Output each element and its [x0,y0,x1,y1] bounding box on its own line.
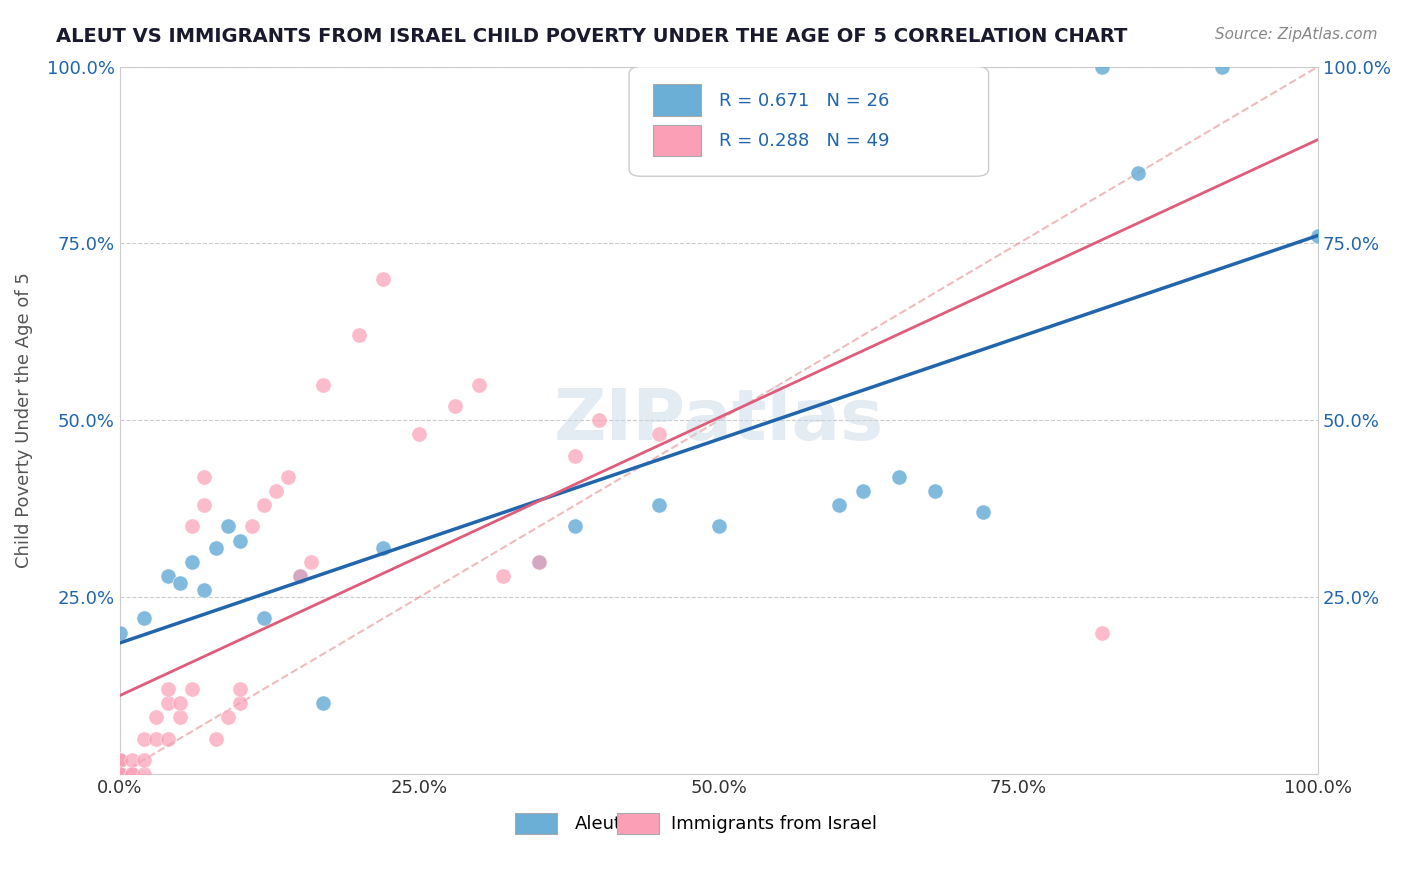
Immigrants from Israel [492,569,515,583]
Immigrants from Israel [276,470,298,484]
Aleuts [169,576,191,591]
Text: ZIPatlas: ZIPatlas [554,386,884,455]
Immigrants from Israel [204,731,226,746]
Immigrants from Israel [108,753,131,767]
Immigrants from Israel [564,449,586,463]
Aleuts [564,519,586,533]
Aleuts [373,541,395,555]
Aleuts [217,519,239,533]
Immigrants from Israel [1091,625,1114,640]
Aleuts [193,583,215,598]
Aleuts [228,533,250,548]
Aleuts [972,505,994,519]
Aleuts [180,555,202,569]
Immigrants from Israel [588,413,610,427]
Immigrants from Israel [108,767,131,781]
Bar [652,84,702,116]
Aleuts [1211,60,1233,74]
Immigrants from Israel [108,767,131,781]
Aleuts [108,625,131,640]
Immigrants from Israel [108,767,131,781]
Immigrants from Israel [132,753,155,767]
Immigrants from Israel [156,682,179,697]
Aleuts [1128,166,1150,180]
Immigrants from Israel [288,569,311,583]
Immigrants from Israel [444,399,467,413]
Immigrants from Israel [252,498,274,512]
Aleuts [527,555,550,569]
Immigrants from Israel [217,710,239,724]
Immigrants from Israel [156,696,179,710]
Immigrants from Israel [132,731,155,746]
Bar [515,813,557,834]
Bar [617,813,659,834]
Text: Source: ZipAtlas.com: Source: ZipAtlas.com [1215,27,1378,42]
Immigrants from Israel [108,753,131,767]
Immigrants from Israel [228,696,250,710]
Immigrants from Israel [121,767,143,781]
Immigrants from Israel [121,753,143,767]
Y-axis label: Child Poverty Under the Age of 5: Child Poverty Under the Age of 5 [15,272,32,568]
Immigrants from Israel [264,484,287,499]
Immigrants from Israel [301,555,323,569]
Immigrants from Israel [132,767,155,781]
Aleuts [288,569,311,583]
Bar [652,125,702,156]
Immigrants from Israel [180,519,202,533]
Aleuts [887,470,910,484]
Aleuts [1308,229,1330,244]
Text: R = 0.671   N = 26: R = 0.671 N = 26 [718,92,890,110]
Aleuts [852,484,875,499]
Aleuts [924,484,946,499]
Aleuts [312,696,335,710]
FancyBboxPatch shape [628,67,988,177]
Immigrants from Israel [349,328,371,343]
Immigrants from Israel [408,427,430,442]
Aleuts [204,541,226,555]
Immigrants from Israel [169,710,191,724]
Immigrants from Israel [527,555,550,569]
Immigrants from Israel [121,767,143,781]
Immigrants from Israel [145,731,167,746]
Aleuts [828,498,851,512]
Immigrants from Israel [156,731,179,746]
Immigrants from Israel [240,519,263,533]
Immigrants from Israel [169,696,191,710]
Aleuts [648,498,671,512]
Aleuts [156,569,179,583]
Text: ALEUT VS IMMIGRANTS FROM ISRAEL CHILD POVERTY UNDER THE AGE OF 5 CORRELATION CHA: ALEUT VS IMMIGRANTS FROM ISRAEL CHILD PO… [56,27,1128,45]
Immigrants from Israel [145,710,167,724]
Immigrants from Israel [193,470,215,484]
Immigrants from Israel [228,682,250,697]
Aleuts [1091,60,1114,74]
Aleuts [132,611,155,625]
Immigrants from Israel [108,767,131,781]
Immigrants from Israel [180,682,202,697]
Immigrants from Israel [373,272,395,286]
Immigrants from Israel [108,767,131,781]
Immigrants from Israel [193,498,215,512]
Immigrants from Israel [108,767,131,781]
Immigrants from Israel [312,378,335,392]
Immigrants from Israel [108,753,131,767]
Aleuts [252,611,274,625]
Text: Aleuts: Aleuts [575,814,631,832]
Immigrants from Israel [648,427,671,442]
Text: Immigrants from Israel: Immigrants from Israel [671,814,877,832]
Aleuts [707,519,730,533]
Immigrants from Israel [108,767,131,781]
Text: R = 0.288   N = 49: R = 0.288 N = 49 [718,132,890,150]
Immigrants from Israel [468,378,491,392]
